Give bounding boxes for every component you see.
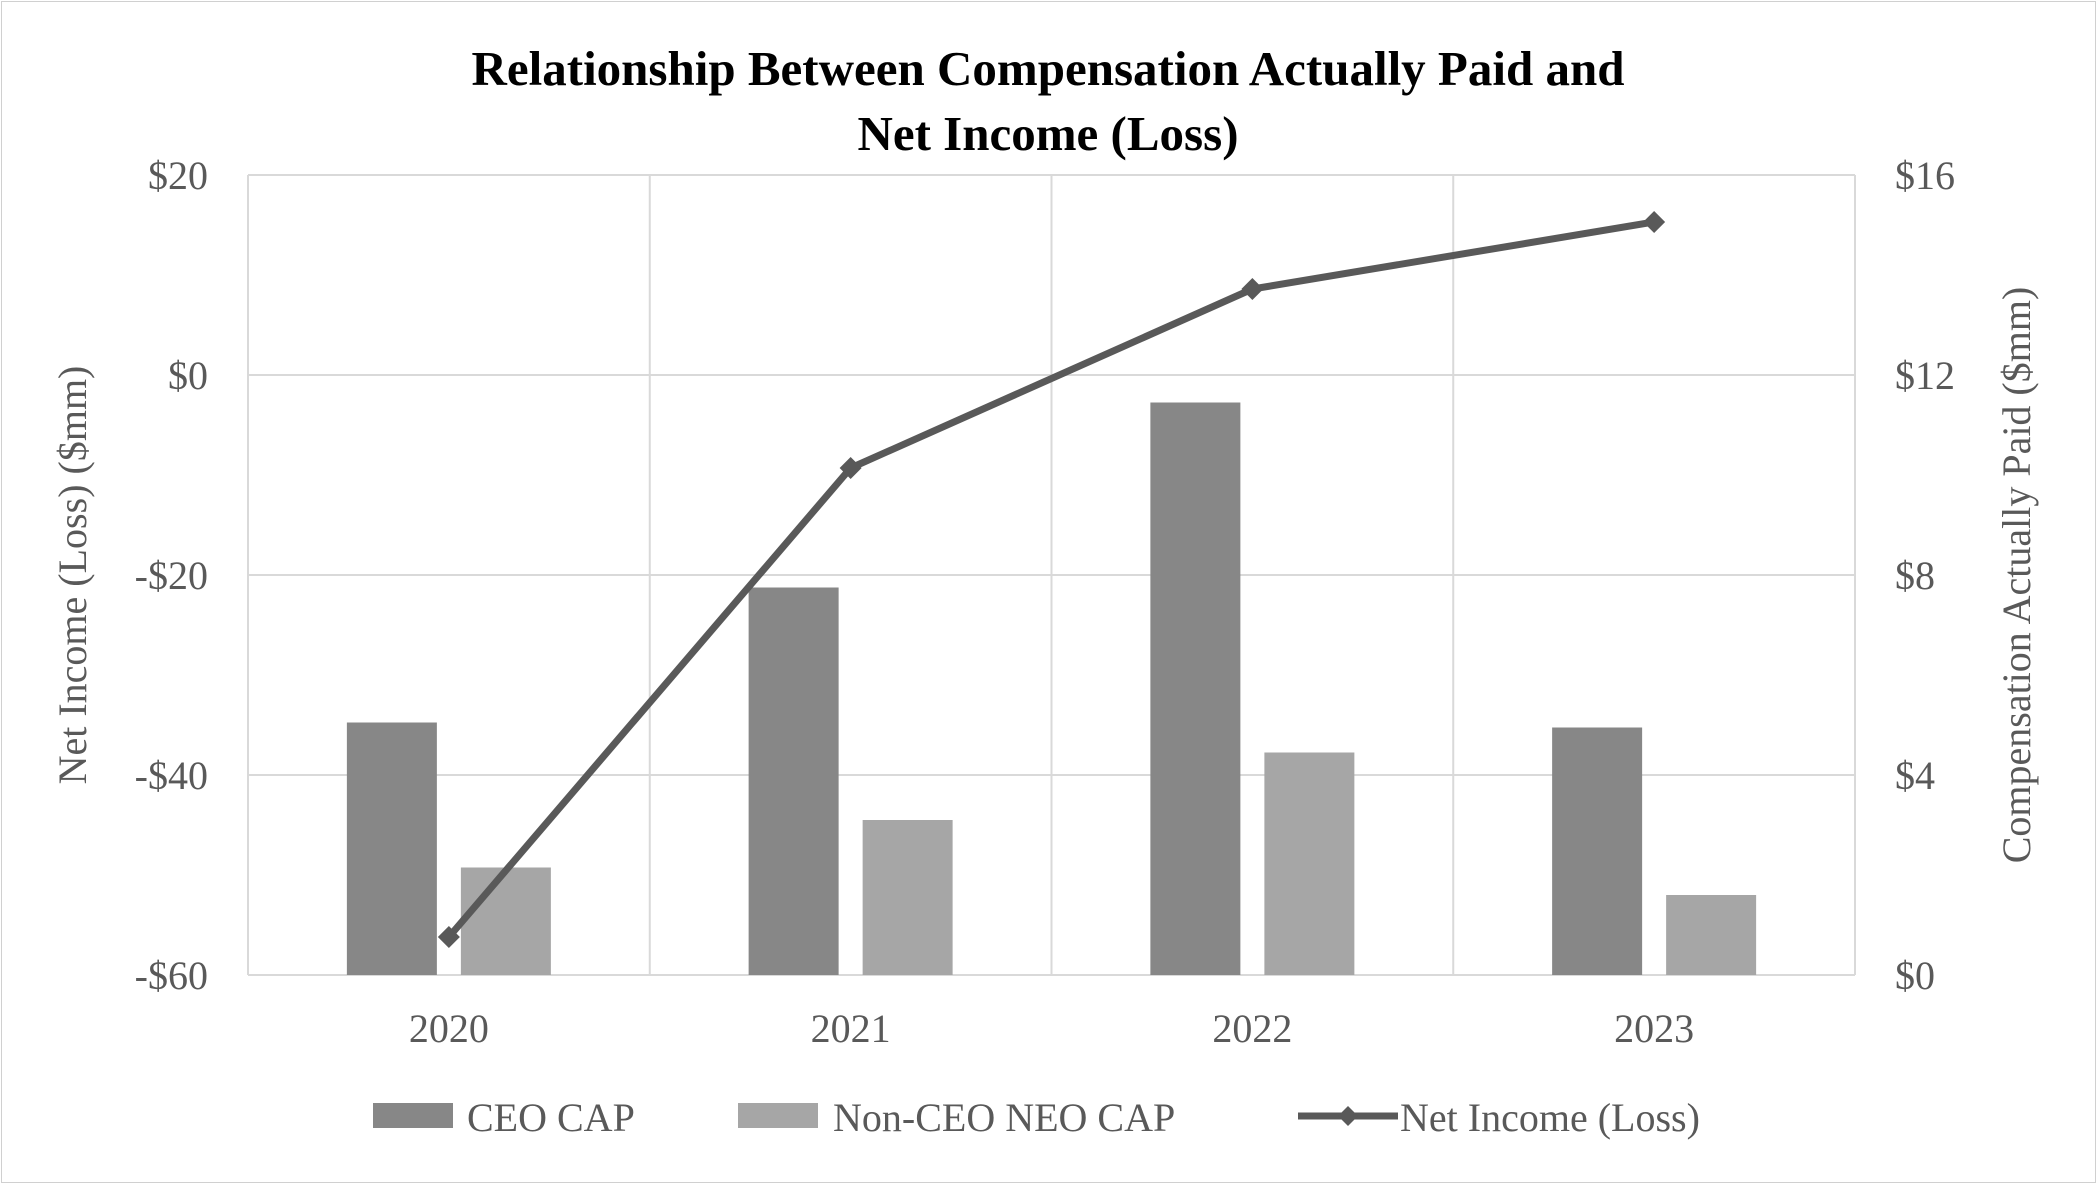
bar-non-ceo-neo-cap-2023 — [1666, 895, 1757, 975]
legend-label-net-income: Net Income (Loss) — [1400, 1095, 1700, 1140]
right-axis-tick-label: $0 — [1895, 953, 1935, 998]
x-axis-tick-label: 2020 — [409, 1006, 489, 1051]
point-net-income-2020 — [437, 926, 460, 948]
left-axis-tick-label: $0 — [168, 353, 208, 398]
bar-series — [346, 402, 1757, 975]
left-axis-tick-label: -$60 — [135, 953, 208, 998]
legend-swatch-non-ceo-neo-cap — [738, 1103, 818, 1128]
right-axis-tick-label: $12 — [1895, 353, 1955, 398]
bar-ceo-cap-2021 — [748, 587, 839, 975]
bar-ceo-cap-2020 — [346, 722, 437, 975]
x-axis-tick-label: 2023 — [1614, 1006, 1694, 1051]
right-axis-tick-label: $16 — [1895, 153, 1955, 198]
legend: CEO CAP Non-CEO NEO CAP Net Income (Loss… — [373, 1095, 1700, 1140]
right-axis-title: Compensation Actually Paid ($mm) — [1994, 287, 2039, 864]
left-axis-tick-label: $20 — [148, 153, 208, 198]
bar-non-ceo-neo-cap-2022 — [1264, 752, 1355, 975]
chart-title-line-1: Relationship Between Compensation Actual… — [472, 41, 1625, 96]
right-axis-tick-label: $4 — [1895, 753, 1935, 798]
bar-ceo-cap-2022 — [1150, 402, 1241, 975]
bar-non-ceo-neo-cap-2020 — [460, 867, 551, 975]
point-net-income-2022 — [1241, 278, 1264, 300]
x-axis-tick-label: 2021 — [811, 1006, 891, 1051]
bar-non-ceo-neo-cap-2021 — [862, 820, 953, 975]
right-axis-tick-label: $8 — [1895, 553, 1935, 598]
legend-swatch-ceo-cap — [373, 1103, 453, 1128]
gridlines — [247, 174, 1856, 976]
legend-label-non-ceo-neo-cap: Non-CEO NEO CAP — [833, 1095, 1175, 1140]
axis-ticks: $20 $0 -$20 -$40 -$60 $16 $12 $8 $4 $0 2020 2021 202… — [135, 153, 1955, 1051]
legend-marker-net-income — [1338, 1106, 1358, 1126]
chart-title-line-2: Net Income (Loss) — [857, 106, 1238, 161]
left-axis-tick-label: -$40 — [135, 753, 208, 798]
line-net-income-loss — [446, 218, 1655, 940]
x-axis-tick-label: 2022 — [1212, 1006, 1292, 1051]
left-axis-tick-label: -$20 — [135, 553, 208, 598]
line-series — [437, 211, 1666, 948]
point-net-income-2021 — [839, 457, 862, 479]
left-axis-title: Net Income (Loss) ($mm) — [50, 366, 95, 785]
legend-label-ceo-cap: CEO CAP — [467, 1095, 635, 1140]
bar-ceo-cap-2023 — [1552, 727, 1643, 975]
point-net-income-2023 — [1643, 211, 1666, 233]
